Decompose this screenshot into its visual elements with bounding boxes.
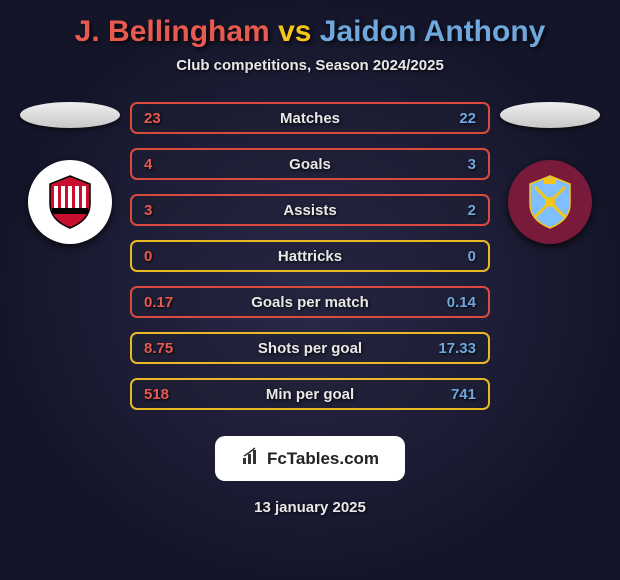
stat-row-assists: 3 Assists 2 <box>130 194 490 226</box>
stats-column: 23 Matches 22 4 Goals 3 3 Assists 2 0 Hattricks 0 0.… <box>130 102 490 410</box>
stat-value-right: 2 <box>426 202 476 219</box>
branding-text: FcTables.com <box>267 449 379 469</box>
stat-row-matches: 23 Matches 22 <box>130 102 490 134</box>
stat-row-hattricks: 0 Hattricks 0 <box>130 240 490 272</box>
stat-value-left: 8.75 <box>144 340 194 357</box>
stat-value-right: 17.33 <box>426 340 476 357</box>
player2-club-badge <box>508 160 592 244</box>
fctables-branding[interactable]: FcTables.com <box>215 436 405 481</box>
stat-value-right: 741 <box>426 386 476 403</box>
player1-club-badge <box>28 160 112 244</box>
player1-photo-placeholder <box>20 102 120 128</box>
player2-name: Jaidon Anthony <box>320 15 546 48</box>
player1-name: J. Bellingham <box>75 15 270 48</box>
right-side <box>490 102 610 244</box>
stat-value-right: 3 <box>426 156 476 173</box>
stat-label: Matches <box>280 110 340 127</box>
stat-label: Goals <box>289 156 331 173</box>
stat-value-left: 518 <box>144 386 194 403</box>
chart-icon <box>241 446 261 471</box>
stat-value-right: 0 <box>426 248 476 265</box>
vs-text: vs <box>278 15 311 48</box>
stat-label: Goals per match <box>251 294 369 311</box>
stat-value-left: 23 <box>144 110 194 127</box>
stat-value-left: 0.17 <box>144 294 194 311</box>
player2-photo-placeholder <box>500 102 600 128</box>
stat-label: Min per goal <box>266 386 354 403</box>
stat-row-goals-per-match: 0.17 Goals per match 0.14 <box>130 286 490 318</box>
stat-row-min-per-goal: 518 Min per goal 741 <box>130 378 490 410</box>
stat-label: Hattricks <box>278 248 342 265</box>
stat-row-shots-per-goal: 8.75 Shots per goal 17.33 <box>130 332 490 364</box>
stat-label: Shots per goal <box>258 340 362 357</box>
stat-row-goals: 4 Goals 3 <box>130 148 490 180</box>
stat-label: Assists <box>283 202 336 219</box>
main-comparison: 23 Matches 22 4 Goals 3 3 Assists 2 0 Hattricks 0 0.… <box>0 102 620 410</box>
stat-value-left: 4 <box>144 156 194 173</box>
stat-value-right: 0.14 <box>426 294 476 311</box>
stat-value-left: 0 <box>144 248 194 265</box>
stat-value-left: 3 <box>144 202 194 219</box>
comparison-title: J. Bellingham vs Jaidon Anthony <box>75 15 546 49</box>
subtitle: Club competitions, Season 2024/2025 <box>176 57 444 74</box>
date-text: 13 january 2025 <box>254 499 366 516</box>
stat-value-right: 22 <box>426 110 476 127</box>
left-side <box>10 102 130 244</box>
